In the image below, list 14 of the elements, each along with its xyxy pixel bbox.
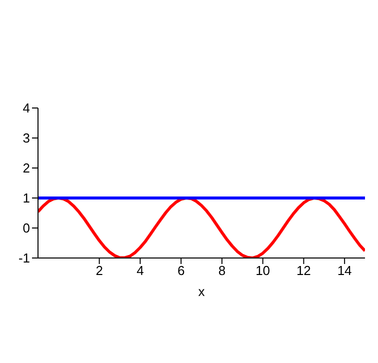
- x-tick-label: 2: [96, 263, 103, 278]
- y-tick-label: -1: [18, 250, 30, 266]
- y-tick-label: 2: [22, 160, 30, 176]
- x-tick-label: 8: [218, 263, 226, 278]
- x-tick-label: 14: [337, 263, 352, 278]
- y-tick-label: 0: [22, 220, 30, 236]
- x-tick-label: 6: [177, 263, 185, 278]
- x-tick-label: 10: [256, 263, 270, 278]
- x-axis-title: x: [198, 284, 206, 299]
- y-tick-label: 3: [22, 130, 30, 146]
- x-tick-label: 12: [296, 263, 311, 278]
- y-tick-label: 4: [22, 100, 30, 116]
- x-tick-label: 4: [136, 263, 144, 278]
- y-tick-label: 1: [22, 190, 30, 206]
